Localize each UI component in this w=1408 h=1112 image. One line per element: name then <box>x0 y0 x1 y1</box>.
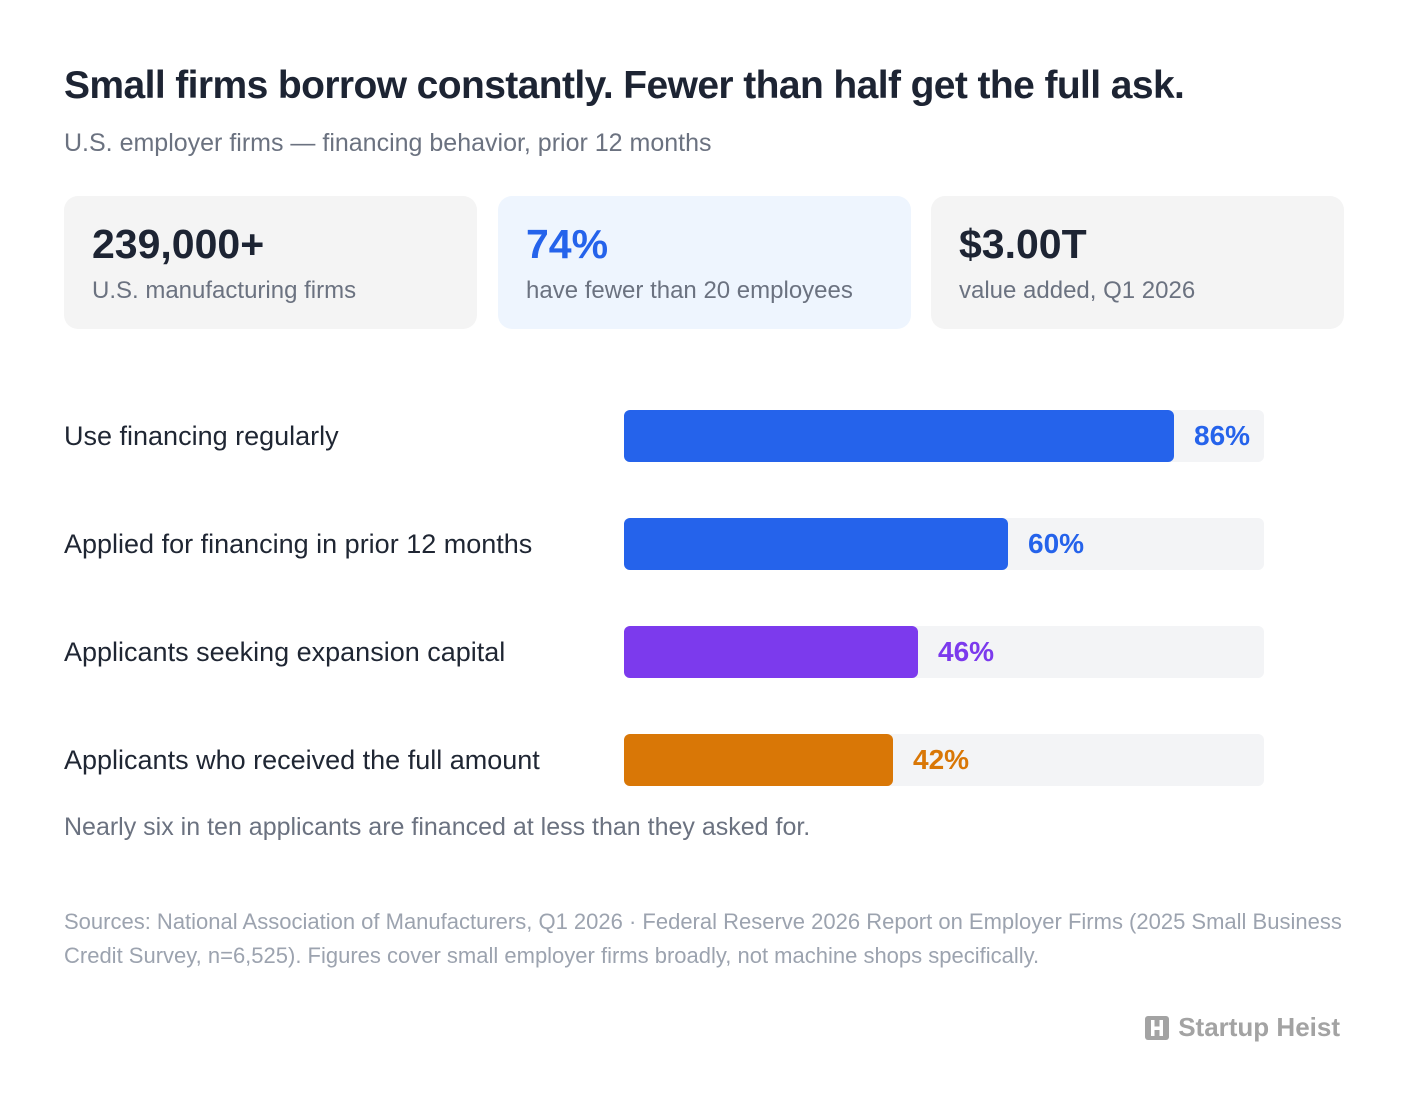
bar-value-label: 46% <box>938 636 995 667</box>
bar-category-label: Applied for financing in prior 12 months <box>64 529 533 559</box>
bar-track: 42% <box>624 734 1264 786</box>
sources-text: Sources: National Association of Manufac… <box>64 909 1342 968</box>
h-logo-icon <box>1145 1015 1170 1040</box>
bar <box>624 518 1008 570</box>
stat-value: 239,000+ <box>92 221 265 267</box>
stat-label: U.S. manufacturing firms <box>92 277 357 304</box>
stat-cards: 239,000+ U.S. manufacturing firms 74% ha… <box>64 196 1344 329</box>
bar <box>624 734 893 786</box>
bar-value-label: 42% <box>913 744 970 775</box>
stat-card-firms: 239,000+ U.S. manufacturing firms <box>64 196 477 329</box>
chart-subtitle: U.S. employer firms — financing behavior… <box>64 129 712 157</box>
bar-row: Use financing regularly 86% <box>64 410 1264 462</box>
bar-value-label: 60% <box>1028 528 1085 559</box>
bar-value-label: 86% <box>1194 420 1251 451</box>
bar-row: Applied for financing in prior 12 months… <box>64 518 1264 570</box>
bar <box>624 626 918 678</box>
bar-category-label: Applicants who received the full amount <box>64 745 540 775</box>
brand-name: Startup Heist <box>1178 1012 1340 1042</box>
bar-track: 46% <box>624 626 1264 678</box>
stat-value: $3.00T <box>959 221 1087 267</box>
bar-row: Applicants who received the full amount 4… <box>64 734 1264 786</box>
stat-card-small-share: 74% have fewer than 20 employees <box>498 196 911 329</box>
bar-track: 86% <box>624 410 1264 462</box>
stat-card-value-added: $3.00T value added, Q1 2026 <box>931 196 1344 329</box>
bar <box>624 410 1174 462</box>
stat-value: 74% <box>526 221 609 267</box>
stat-label: value added, Q1 2026 <box>959 277 1196 304</box>
bar-row: Applicants seeking expansion capital 46% <box>64 626 1264 678</box>
bar-category-label: Applicants seeking expansion capital <box>64 637 506 667</box>
chart-note: Nearly six in ten applicants are finance… <box>64 813 811 841</box>
stat-label: have fewer than 20 employees <box>526 277 853 304</box>
chart-title: Small firms borrow constantly. Fewer tha… <box>64 64 1185 107</box>
bar-track: 60% <box>624 518 1264 570</box>
bar-category-label: Use financing regularly <box>64 421 339 451</box>
brand-logo: Startup Heist <box>1144 1012 1340 1043</box>
